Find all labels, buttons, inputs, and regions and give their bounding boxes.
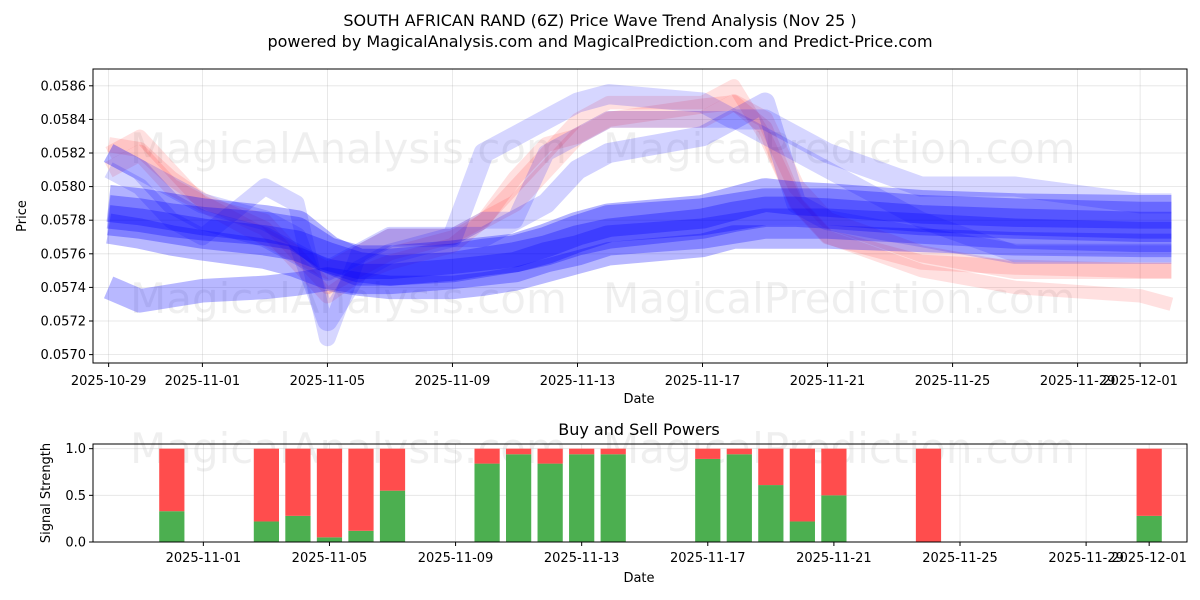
price-ytick-label: 0.0578: [41, 214, 87, 229]
powers-ytick-label: 0.5: [65, 489, 86, 504]
sell-bar: [285, 448, 311, 516]
sell-bar: [253, 448, 280, 522]
buy-bar: [474, 463, 500, 542]
sell-bar: [474, 448, 500, 464]
powers-xtick-label: 2025-11-05: [292, 551, 368, 566]
series-blue-band-1: [106, 185, 1172, 286]
buy-bar: [569, 454, 595, 542]
buy-bar: [506, 454, 532, 542]
price-grid: [93, 69, 1187, 363]
sell-bar: [695, 448, 721, 459]
powers-xtick-label: 2025-11-09: [418, 551, 494, 566]
powers-bars: [93, 444, 1187, 543]
price-axes: 0.0570 0.0572 0.0574 0.0576 0.0578 0.0580 0.05…: [41, 79, 1178, 389]
buy-bar: [537, 463, 563, 542]
series-blue-band-2: [106, 178, 1172, 280]
price-xtick-label: 2025-11-29: [1040, 374, 1116, 389]
price-xtick-label: 2025-10-29: [71, 374, 147, 389]
buy-bar: [159, 511, 185, 542]
powers-y-axis-label: Signal Strength: [39, 443, 54, 543]
chart-subtitle: powered by MagicalAnalysis.com and Magic…: [267, 32, 932, 51]
sell-bar: [789, 448, 815, 522]
powers-title: Buy and Sell Powers: [558, 420, 720, 439]
powers-xtick-label: 2025-11-21: [796, 551, 872, 566]
buy-bar: [758, 485, 784, 542]
powers-axes: 0.0 0.5 1.0 2025-11-01 2025-11-05 2025-11-09 2…: [65, 442, 1187, 566]
price-xtick-label: 2025-11-01: [165, 374, 241, 389]
powers-xtick-label: 2025-11-29: [1048, 551, 1124, 566]
price-ytick-label: 0.0584: [41, 113, 87, 128]
sell-bar: [915, 448, 942, 542]
powers-x-axis-label: Date: [623, 571, 654, 586]
watermark-prediction-bottom: MagicalPrediction.com: [603, 274, 1076, 323]
series-blue-band-5: [106, 208, 1172, 295]
powers-xtick-label: 2025-11-01: [166, 551, 242, 566]
sell-bar: [1136, 448, 1162, 516]
powers-plot-frame: [92, 443, 1188, 543]
series-blue-wave-1: [103, 84, 1172, 332]
buy-bar: [316, 537, 343, 542]
sell-bar: [506, 448, 532, 455]
buy-bar: [285, 515, 311, 542]
sell-bar: [316, 448, 343, 538]
powers-xtick-label: 2025-12-01: [1111, 551, 1187, 566]
price-ytick-label: 0.0576: [41, 247, 87, 262]
series-red-wave-3: [104, 94, 1172, 280]
price-ytick-label: 0.0570: [41, 348, 87, 363]
price-xtick-label: 2025-12-01: [1102, 374, 1178, 389]
chart-title: SOUTH AFRICAN RAND (6Z) Price Wave Trend…: [343, 11, 856, 30]
series-red-wave-2: [105, 79, 1174, 311]
watermark-analysis-top: MagicalAnalysis.com: [130, 124, 567, 173]
sell-bar: [159, 448, 185, 512]
buy-bar: [789, 521, 815, 542]
price-xtick-label: 2025-11-09: [415, 374, 491, 389]
price-ytick-label: 0.0572: [41, 315, 87, 330]
price-xtick-label: 2025-11-13: [540, 374, 616, 389]
watermark-analysis-bottom: MagicalAnalysis.com: [130, 274, 567, 323]
buy-bar: [379, 490, 406, 542]
buy-bar: [348, 530, 374, 542]
powers-ytick-label: 1.0: [65, 442, 86, 457]
price-ytick-label: 0.0586: [41, 79, 87, 94]
price-ytick-label: 0.0582: [41, 147, 87, 162]
powers-ytick-label: 0.0: [65, 536, 86, 551]
price-x-axis-label: Date: [623, 392, 654, 407]
series-blue-band-3: [106, 196, 1172, 286]
price-y-axis-label: Price: [15, 200, 30, 232]
price-ytick-label: 0.0574: [41, 281, 87, 296]
price-xtick-label: 2025-11-05: [290, 374, 366, 389]
sell-bar: [726, 448, 752, 455]
sell-bar: [537, 448, 563, 464]
price-plot-frame: [92, 68, 1188, 364]
buy-bar: [695, 458, 721, 542]
sell-bar: [600, 448, 626, 455]
buy-bar: [1136, 515, 1162, 542]
powers-xtick-label: 2025-11-13: [544, 551, 620, 566]
series-blue-wave-3: [103, 92, 1172, 281]
price-xtick-label: 2025-11-25: [915, 374, 991, 389]
powers-xtick-label: 2025-11-17: [670, 551, 746, 566]
price-xtick-label: 2025-11-17: [665, 374, 741, 389]
buy-bar: [600, 454, 626, 542]
buy-bar: [726, 454, 752, 542]
sell-bar: [569, 448, 595, 455]
buy-bar: [253, 521, 280, 542]
series-blue-wave-2: [104, 111, 1172, 347]
powers-xtick-label: 2025-11-25: [922, 551, 998, 566]
price-waves: [103, 79, 1174, 347]
sell-bar: [758, 448, 784, 486]
sell-bar: [379, 448, 406, 491]
series-red-wave-1: [107, 95, 1172, 304]
sell-bar: [821, 448, 847, 496]
series-blue-band-4: [103, 225, 1172, 313]
sell-bar: [348, 448, 374, 531]
buy-bar: [821, 495, 847, 542]
price-xtick-label: 2025-11-21: [790, 374, 866, 389]
price-ytick-label: 0.0580: [41, 180, 87, 195]
watermark-prediction-top: MagicalPrediction.com: [603, 124, 1076, 173]
